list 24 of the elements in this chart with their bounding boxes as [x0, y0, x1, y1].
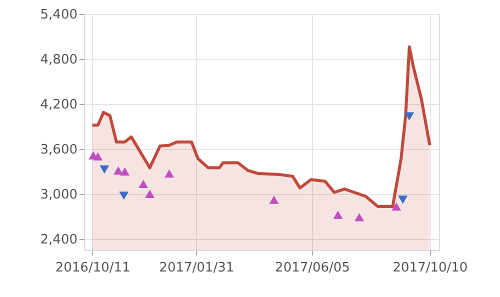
point [404, 112, 414, 121]
point [138, 180, 148, 188]
point [145, 190, 155, 198]
point [93, 152, 103, 160]
y-tick-label: 4,800 [40, 52, 78, 68]
x-tick-label: 2017/10/10 [392, 260, 468, 276]
y-tick-label: 3,600 [40, 142, 78, 158]
y-tick-label: 5,400 [40, 8, 78, 22]
point [392, 202, 402, 211]
point [119, 192, 129, 200]
point [333, 210, 343, 219]
y-tick-label: 4,200 [40, 97, 78, 112]
point [114, 166, 124, 175]
y-tick-label: 3,000 [40, 187, 78, 202]
point [354, 213, 364, 222]
x-tick-label: 2017/06/05 [275, 260, 350, 276]
x-tick-label: 2017/01/31 [159, 260, 234, 276]
point [269, 196, 279, 204]
point [164, 169, 174, 178]
point [100, 165, 110, 174]
y-tick-label: 2,400 [40, 232, 78, 248]
point [120, 167, 130, 176]
x-tick-label: 2016/10/11 [55, 260, 130, 276]
point [398, 196, 408, 204]
